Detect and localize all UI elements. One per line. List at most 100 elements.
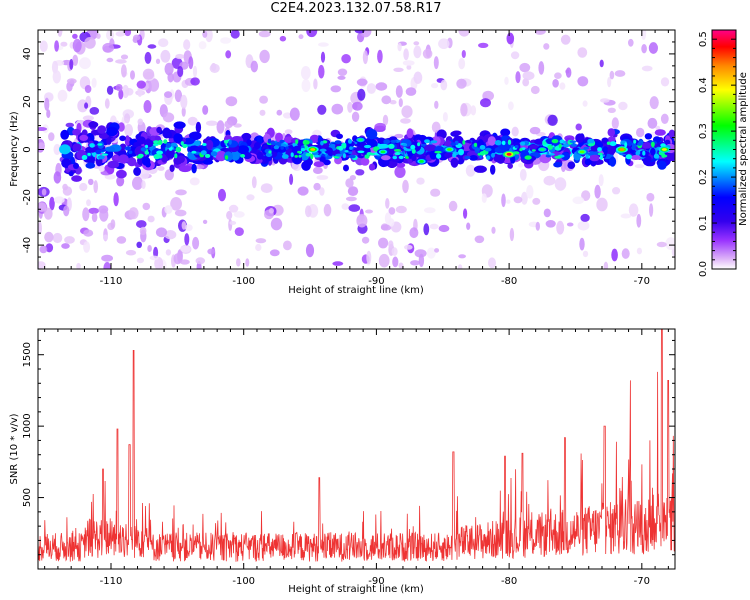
spectrogram-cell: [79, 57, 91, 70]
spectrogram-cell: [607, 107, 616, 114]
spectrogram-cell: [136, 220, 147, 229]
spectrogram-cell: [444, 152, 453, 158]
spectrogram-cell: [170, 197, 183, 211]
spectrogram-cell: [566, 222, 574, 227]
spectrogram-cell: [384, 212, 392, 225]
colorbar-tick-label: 0.4: [698, 77, 709, 93]
spectrogram-cell: [341, 143, 347, 149]
spectrogram-cell: [298, 34, 304, 40]
spectrogram-cell: [542, 141, 547, 145]
spectrogram-cell: [345, 196, 357, 202]
spectrogram-cell: [504, 76, 509, 85]
spectrogram-x-axis-label: Height of straight line (km): [288, 285, 424, 296]
spectrogram-cell: [436, 153, 442, 159]
spectrogram-cell: [89, 143, 95, 148]
spectrogram-cell: [330, 85, 342, 93]
spectrogram-cell: [348, 151, 353, 155]
spectrogram-cell: [189, 177, 200, 186]
spectrogram-cell: [136, 136, 146, 145]
spectrogram-cell: [575, 133, 585, 143]
spectrogram-cell: [560, 34, 571, 45]
spectrogram-cell: [206, 139, 214, 151]
spectrogram-cell: [410, 260, 420, 266]
spectrogram-y-tick-label: 0: [22, 146, 33, 152]
spectrogram-cell: [334, 140, 342, 145]
spectrogram-x-tick-label: -100: [232, 276, 255, 287]
spectrogram-cell: [228, 139, 232, 145]
spectrogram-cell: [609, 156, 617, 167]
spectrogram-cell: [137, 118, 144, 126]
spectrogram-cell: [569, 140, 577, 143]
spectrogram-cell: [480, 98, 491, 108]
spectrogram-cell: [611, 248, 618, 262]
spectrogram-cell: [225, 96, 238, 107]
spectrogram-cell: [255, 243, 262, 252]
spectrogram-y-tick-label: 20: [22, 95, 33, 108]
spectrogram-cell: [535, 221, 540, 231]
spectrogram-x-tick-label: -80: [501, 276, 517, 287]
spectrogram-cell: [281, 154, 289, 159]
spectrogram-cell: [579, 237, 585, 251]
spectrogram-cell: [268, 150, 272, 154]
spectrogram-cell: [474, 235, 485, 244]
spectrogram-cell: [609, 141, 617, 147]
spectrogram-cell: [318, 42, 329, 47]
spectrogram-cell: [118, 89, 124, 100]
spectrogram-cell: [301, 78, 311, 93]
spectrogram-cell: [209, 63, 220, 73]
spectrogram-cell: [400, 118, 411, 124]
colorbar-tick-label: 0.3: [698, 123, 709, 139]
spectrogram-cell: [365, 128, 378, 140]
spectrogram-cell: [280, 146, 284, 150]
spectrogram-cell: [38, 142, 45, 150]
spectrogram-cell: [543, 208, 551, 218]
spectrogram-cell: [565, 67, 572, 78]
spectrogram-cell: [647, 117, 658, 129]
spectrogram-cell: [316, 175, 329, 180]
spectrogram-cell: [484, 147, 492, 152]
spectrogram-cell: [156, 150, 164, 155]
spectrogram-cell: [181, 221, 187, 230]
spectrogram-cell: [68, 171, 74, 177]
spectrogram-cell: [491, 152, 495, 158]
spectrogram-cell: [450, 157, 459, 168]
spectrogram-cell: [60, 41, 68, 47]
spectrogram-cell: [192, 65, 198, 78]
spectrogram-cell: [473, 142, 478, 147]
spectrogram-cell: [144, 150, 150, 155]
spectrogram-cell: [377, 49, 383, 64]
spectrogram-cell: [156, 126, 162, 134]
spectrogram-cell: [641, 65, 653, 72]
spectrogram-cell: [191, 150, 197, 154]
spectrogram-cell: [424, 207, 436, 214]
spectrogram-cell: [175, 53, 185, 60]
spectrogram-cell: [290, 152, 294, 157]
snr-panel: -110 -100 -90 -80 -70 500 1000 1500 Height of s…: [9, 328, 676, 595]
spectrogram-cell: [128, 150, 133, 154]
spectrogram-cell: [182, 143, 188, 149]
spectrogram-cell: [355, 169, 365, 176]
spectrogram-cell: [101, 254, 113, 262]
spectrogram-cell: [442, 112, 448, 122]
spectrogram-cell: [72, 143, 82, 152]
spectrogram-cell: [621, 248, 630, 259]
spectrogram-cell: [628, 38, 634, 47]
spectrogram-cell: [396, 162, 406, 168]
spectrogram-cell: [558, 143, 562, 149]
spectrogram-cell: [168, 137, 175, 143]
spectrogram-cell: [164, 230, 177, 240]
spectrogram-cell: [624, 142, 628, 148]
spectrogram-cell: [431, 83, 439, 89]
spectrogram-cell: [177, 155, 185, 163]
spectrogram-cell: [88, 121, 99, 128]
spectrogram-cell: [255, 238, 267, 244]
spectrogram-cell: [344, 150, 349, 153]
spectrogram-cell: [300, 148, 305, 152]
spectrogram-cell: [406, 128, 414, 139]
spectrogram-cell: [250, 60, 258, 73]
spectrogram-cell: [582, 250, 589, 258]
spectrogram-cell: [136, 257, 144, 264]
spectrogram-cell: [402, 179, 409, 194]
spectrogram-cell: [86, 199, 91, 207]
